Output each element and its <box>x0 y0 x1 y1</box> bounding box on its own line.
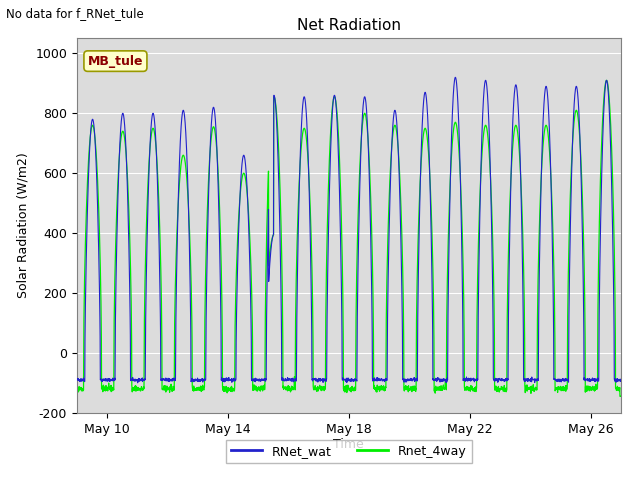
Y-axis label: Solar Radiation (W/m2): Solar Radiation (W/m2) <box>17 153 29 299</box>
Text: No data for f_RNet_tule: No data for f_RNet_tule <box>6 7 144 20</box>
Legend: RNet_wat, Rnet_4way: RNet_wat, Rnet_4way <box>226 440 472 463</box>
Title: Net Radiation: Net Radiation <box>297 18 401 33</box>
X-axis label: Time: Time <box>333 438 364 451</box>
Text: MB_tule: MB_tule <box>88 55 143 68</box>
